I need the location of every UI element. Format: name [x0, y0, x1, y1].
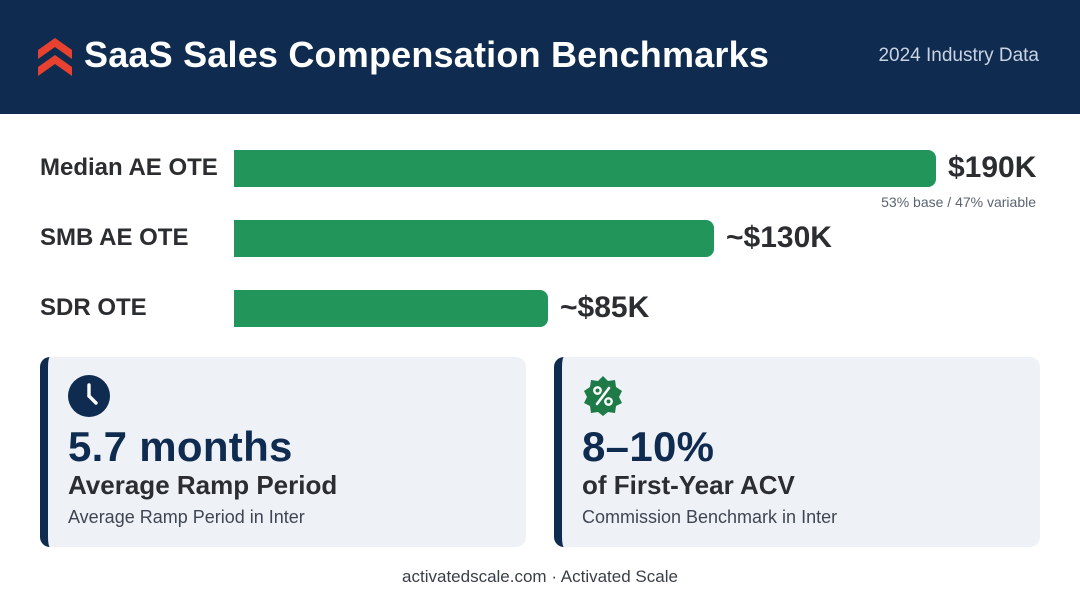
bar-value-label: ~$85K — [560, 291, 650, 324]
bar-value-label: $190K — [948, 151, 1037, 184]
bar-label: SDR OTE — [40, 294, 147, 321]
bar-label: Median AE OTE — [40, 154, 218, 181]
header-banner: SaaS Sales Compensation Benchmarks 2024 … — [0, 0, 1080, 114]
chevron-logo-icon — [38, 38, 72, 76]
ramp-period-heading: Average Ramp Period — [68, 470, 338, 500]
percent-badge-icon — [584, 376, 622, 416]
bar-annotation: 53% base / 47% variable — [881, 194, 1036, 210]
ramp-period-value: 5.7 months — [68, 423, 293, 470]
footer-credit: activatedscale.com · Activated Scale — [402, 567, 678, 586]
commission-card: 8–10% of First-Year ACV Commission Bench… — [554, 357, 1040, 547]
ramp-period-subtext: Average Ramp Period in Inter — [68, 507, 305, 527]
bar — [234, 290, 548, 327]
page-title: SaaS Sales Compensation Benchmarks — [84, 34, 770, 75]
commission-value: 8–10% — [582, 423, 715, 470]
bar — [234, 150, 936, 187]
bar-value-label: ~$130K — [726, 221, 832, 254]
bar-label: SMB AE OTE — [40, 224, 189, 251]
ramp-period-card: 5.7 months Average Ramp Period Average R… — [40, 357, 526, 547]
commission-heading: of First-Year ACV — [582, 470, 795, 500]
bar — [234, 220, 714, 257]
clock-icon — [68, 375, 110, 417]
page-subtitle: 2024 Industry Data — [878, 45, 1039, 66]
commission-subtext: Commission Benchmark in Inter — [582, 507, 838, 527]
